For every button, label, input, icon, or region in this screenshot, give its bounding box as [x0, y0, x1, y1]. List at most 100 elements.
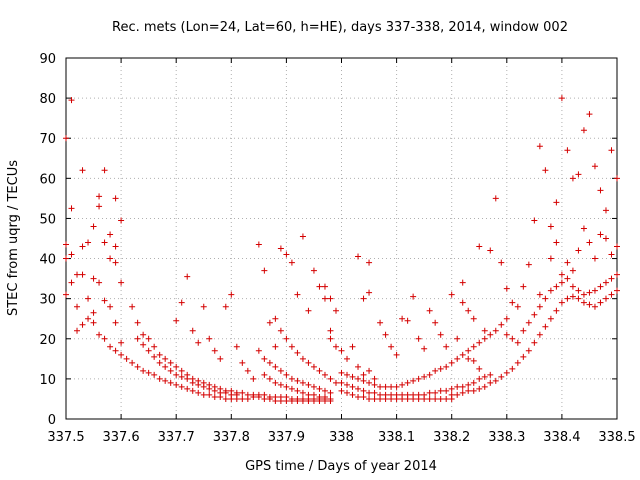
data-point [492, 195, 499, 202]
data-point [569, 283, 576, 290]
data-point [476, 365, 483, 372]
data-point [184, 385, 191, 392]
data-point [79, 243, 86, 250]
data-point [294, 387, 301, 394]
data-point [410, 377, 417, 384]
data-point [470, 343, 477, 350]
data-point [266, 375, 273, 382]
data-point [327, 395, 334, 402]
data-point [294, 291, 301, 298]
data-point [503, 285, 510, 292]
data-point [206, 385, 213, 392]
data-point [294, 349, 301, 356]
data-point [316, 393, 323, 400]
data-point [173, 363, 180, 370]
data-point [602, 295, 609, 302]
data-point [371, 395, 378, 402]
data-point [332, 343, 339, 350]
data-point [514, 303, 521, 310]
data-point [200, 383, 207, 390]
data-point [96, 203, 103, 210]
y-tick-label: 10 [39, 373, 56, 388]
data-point [74, 303, 81, 310]
x-tick-label: 338.3 [488, 430, 525, 445]
data-point [443, 343, 450, 350]
data-point [178, 299, 185, 306]
data-point [564, 295, 571, 302]
data-point [178, 367, 185, 374]
data-point [564, 275, 571, 282]
data-point [415, 335, 422, 342]
data-point [277, 245, 284, 252]
data-point [151, 343, 158, 350]
data-point [393, 351, 400, 358]
data-point [349, 383, 356, 390]
data-point [90, 309, 97, 316]
data-point [140, 331, 147, 338]
data-point [200, 391, 207, 398]
data-point [261, 355, 268, 362]
x-tick-label: 337.8 [213, 430, 250, 445]
data-point [415, 375, 422, 382]
data-point [498, 373, 505, 380]
data-point [85, 315, 92, 322]
data-point [299, 379, 306, 386]
data-point [217, 355, 224, 362]
data-point [377, 319, 384, 326]
data-point [349, 373, 356, 380]
data-point [608, 275, 615, 282]
x-axis-label: GPS time / Days of year 2014 [245, 459, 437, 474]
data-point [96, 193, 103, 200]
data-point [503, 331, 510, 338]
data-point [217, 389, 224, 396]
data-point [558, 271, 565, 278]
data-point [101, 335, 108, 342]
data-point [470, 379, 477, 386]
y-tick-label: 30 [39, 293, 56, 308]
data-point [547, 315, 554, 322]
data-point [167, 379, 174, 386]
data-point [299, 233, 306, 240]
data-point [360, 393, 367, 400]
data-point [68, 97, 75, 104]
data-point [184, 375, 191, 382]
data-point [459, 299, 466, 306]
data-point [151, 371, 158, 378]
data-point [118, 339, 125, 346]
data-point [492, 327, 499, 334]
data-point [244, 391, 251, 398]
data-point [404, 391, 411, 398]
data-point [134, 363, 141, 370]
data-point [266, 359, 273, 366]
data-point [459, 383, 466, 390]
data-point [366, 389, 373, 396]
data-point [332, 379, 339, 386]
y-tick-label: 60 [39, 172, 56, 187]
data-point [547, 255, 554, 262]
data-point [448, 359, 455, 366]
data-point [465, 355, 472, 362]
data-point [349, 343, 356, 350]
data-point [195, 339, 202, 346]
data-point [118, 351, 125, 358]
data-point [459, 279, 466, 286]
data-point [261, 371, 268, 378]
data-point [107, 231, 114, 238]
data-point [189, 327, 196, 334]
data-point [553, 283, 560, 290]
data-point [299, 389, 306, 396]
data-point [377, 391, 384, 398]
data-point [459, 389, 466, 396]
data-point [498, 321, 505, 328]
data-point [465, 381, 472, 388]
data-point [316, 367, 323, 374]
data-point [123, 355, 130, 362]
data-point [288, 259, 295, 266]
data-point [536, 291, 543, 298]
data-point [443, 387, 450, 394]
data-point [344, 381, 351, 388]
data-point [454, 355, 461, 362]
y-tick-label: 90 [39, 52, 56, 67]
data-point [448, 391, 455, 398]
data-point [586, 301, 593, 308]
